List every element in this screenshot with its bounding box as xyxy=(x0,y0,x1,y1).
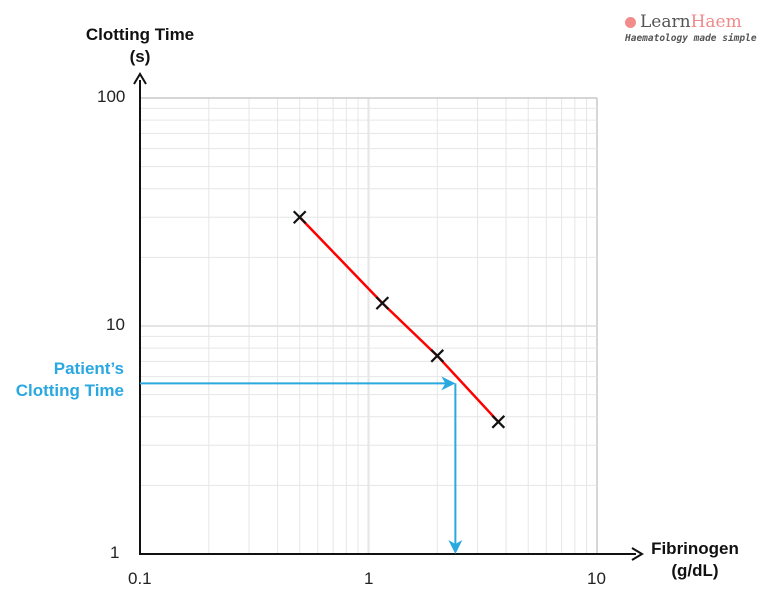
x-axis-label-line2: (g/dL) xyxy=(671,561,719,580)
x-axis-label-line1: Fibrinogen xyxy=(651,539,739,558)
learnhaem-logo: Learn Haem Haematology made simple xyxy=(625,12,765,44)
patient-label-line1: Patient’s xyxy=(53,359,124,378)
arrow-down-icon xyxy=(448,540,463,554)
data-point-x-marker-icon xyxy=(491,415,506,429)
grid-lines xyxy=(140,97,598,554)
y-tick-1: 1 xyxy=(110,543,120,562)
x-axis-arrow-icon xyxy=(631,547,644,561)
logo-title: Learn Haem xyxy=(625,12,765,32)
x-tick-1: 1 xyxy=(364,569,374,588)
y-tick-10: 10 xyxy=(106,315,125,334)
logo-dot-icon xyxy=(625,16,636,28)
patient-clotting-time-label: Patient’s Clotting Time xyxy=(0,358,124,402)
y-axis-arrow-icon xyxy=(133,72,147,85)
arrow-right-icon xyxy=(441,376,456,391)
calibration-line xyxy=(298,216,500,423)
y-axis-label: Clotting Time (s) xyxy=(70,24,210,68)
data-point-x-marker-icon xyxy=(292,210,307,224)
calibration-series xyxy=(292,210,506,429)
y-axis-label-line2: (s) xyxy=(129,47,151,66)
logo-title-learn: Learn xyxy=(640,12,691,32)
patient-label-line2: Clotting Time xyxy=(15,381,124,400)
data-point-x-marker-icon xyxy=(430,349,445,363)
logo-title-haem: Haem xyxy=(690,12,742,32)
data-point-x-marker-icon xyxy=(375,296,390,310)
logo-tagline: Haematology made simple xyxy=(625,33,757,44)
axes xyxy=(133,72,644,561)
y-axis-label-line1: Clotting Time xyxy=(85,25,195,44)
y-tick-100: 100 xyxy=(97,87,126,106)
patient-annotation xyxy=(140,376,463,554)
x-axis-label: Fibrinogen (g/dL) xyxy=(640,538,750,582)
x-tick-10: 10 xyxy=(587,569,606,588)
x-tick-0.1: 0.1 xyxy=(128,569,152,588)
